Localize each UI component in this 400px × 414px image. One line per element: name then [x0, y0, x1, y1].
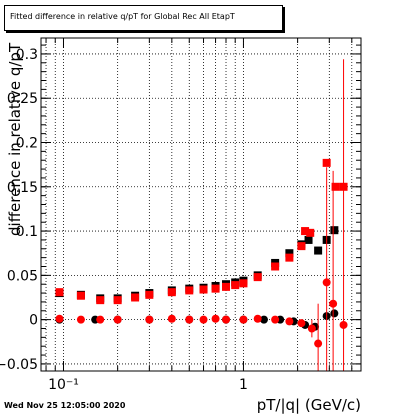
y-tick-label: 0.2	[16, 136, 38, 152]
data-layer	[55, 59, 348, 371]
data-point-circle	[314, 339, 323, 348]
data-point-circle	[253, 314, 262, 323]
series-red-circle	[55, 59, 348, 371]
data-point-square	[199, 285, 208, 294]
data-point-square	[285, 253, 294, 262]
data-point-circle	[211, 314, 220, 323]
data-point-square	[131, 293, 140, 302]
data-point-circle	[329, 299, 338, 308]
data-point-circle	[330, 309, 339, 318]
data-point-square	[145, 290, 154, 299]
y-tick-label: 0.25	[7, 91, 38, 107]
data-point-square	[306, 228, 315, 237]
data-point-circle	[76, 315, 85, 324]
data-point-square	[55, 288, 64, 297]
data-point-square	[96, 296, 105, 305]
y-tick-label: 0.1	[16, 224, 38, 240]
data-point-circle	[239, 315, 248, 324]
data-point-square	[167, 288, 176, 297]
series-red-square	[55, 158, 348, 305]
y-tick-label: 0.3	[16, 47, 38, 63]
data-point-square	[239, 279, 248, 288]
y-tick-label: 0.05	[7, 268, 38, 284]
data-point-circle	[96, 315, 105, 324]
timestamp-label: Wed Nov 25 12:05:00 2020	[4, 401, 126, 410]
data-point-circle	[297, 319, 306, 328]
data-point-circle	[285, 317, 294, 326]
data-point-circle	[322, 278, 331, 287]
data-point-circle	[113, 315, 122, 324]
data-point-square	[271, 262, 280, 271]
data-point-square	[301, 227, 310, 236]
x-tick-label: 1	[239, 377, 248, 393]
axes: −0.05 0 0.05 0.1 0.15 0.2 0.25 0.3 10⁻¹ 1	[0, 38, 361, 393]
data-point-square	[297, 242, 306, 251]
data-point-circle	[259, 315, 268, 324]
chart-title-box: Fitted difference in relative q/pT for G…	[4, 5, 283, 31]
data-point-circle	[185, 315, 194, 324]
data-point-square	[304, 235, 313, 244]
data-point-square	[331, 182, 340, 191]
y-axis-label: difference in relative q/pT	[6, 42, 24, 236]
data-point-square	[285, 249, 294, 258]
data-point-circle	[55, 314, 64, 323]
data-point-square	[253, 273, 262, 282]
data-point-square	[231, 281, 240, 290]
series-black-square	[55, 226, 339, 303]
y-tick-label: 0.15	[7, 180, 38, 196]
data-point-circle	[167, 314, 176, 323]
data-point-circle	[199, 315, 208, 324]
data-point-square	[211, 284, 220, 293]
data-point-square	[330, 226, 339, 235]
data-point-square	[314, 246, 323, 255]
data-point-circle	[222, 315, 231, 324]
chart-title: Fitted difference in relative q/pT for G…	[10, 12, 235, 21]
data-point-circle	[307, 324, 316, 333]
x-tick-label: 10⁻¹	[48, 377, 79, 393]
data-point-square	[222, 282, 231, 291]
data-point-square	[322, 158, 331, 167]
data-point-square	[185, 286, 194, 295]
y-tick-label: 0	[29, 313, 38, 329]
y-tick-label: −0.05	[0, 357, 38, 373]
x-axis-label: pT/|q| (GeV/c)	[257, 396, 361, 414]
data-point-square	[76, 291, 85, 300]
data-point-circle	[145, 315, 154, 324]
data-point-circle	[271, 315, 280, 324]
data-point-circle	[339, 320, 348, 329]
data-point-square	[113, 296, 122, 305]
